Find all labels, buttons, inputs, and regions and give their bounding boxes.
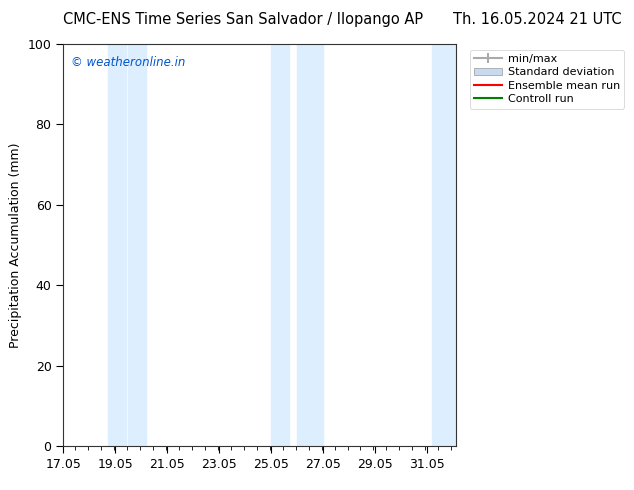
Text: © weatheronline.in: © weatheronline.in bbox=[71, 56, 186, 69]
Bar bbox=[128, 44, 146, 446]
Y-axis label: Precipitation Accumulation (mm): Precipitation Accumulation (mm) bbox=[9, 142, 22, 348]
Bar bbox=[297, 44, 323, 446]
Bar bbox=[271, 44, 289, 446]
Text: CMC-ENS Time Series San Salvador / Ilopango AP: CMC-ENS Time Series San Salvador / Ilopa… bbox=[63, 12, 424, 27]
Text: Th. 16.05.2024 21 UTC: Th. 16.05.2024 21 UTC bbox=[453, 12, 621, 27]
Legend: min/max, Standard deviation, Ensemble mean run, Controll run: min/max, Standard deviation, Ensemble me… bbox=[470, 49, 624, 109]
Bar bbox=[108, 44, 126, 446]
Bar bbox=[432, 44, 456, 446]
